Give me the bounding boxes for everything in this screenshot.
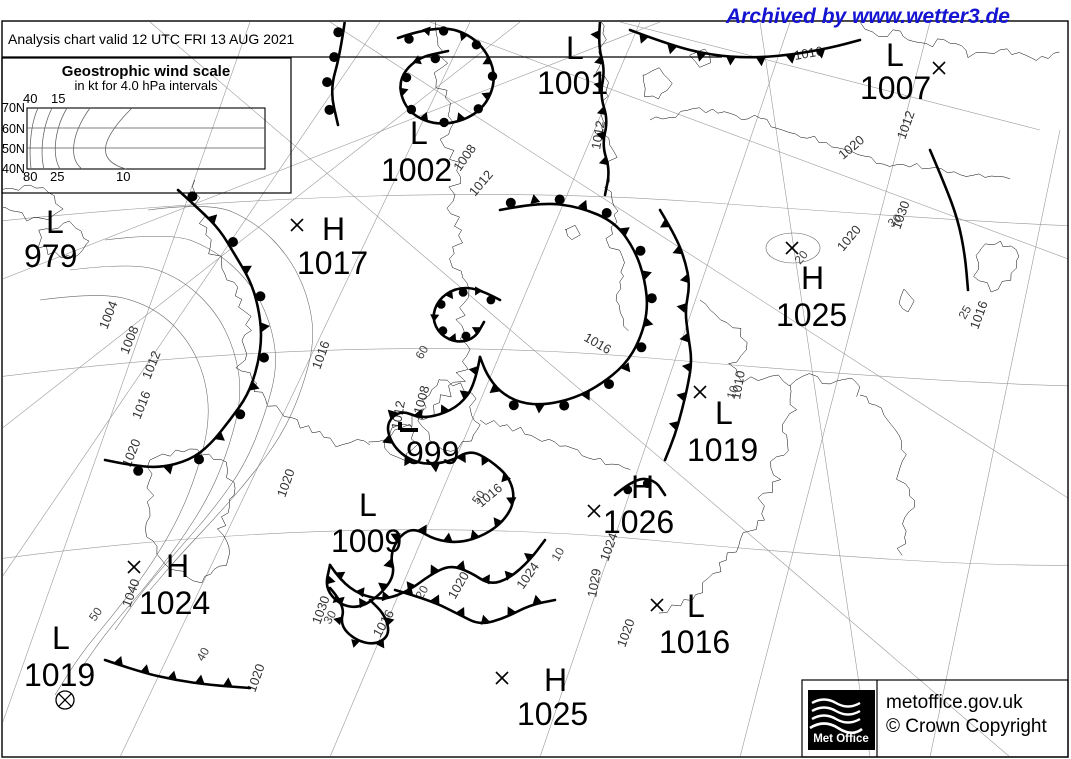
svg-text:1017: 1017 (297, 245, 368, 281)
svg-text:1025: 1025 (776, 297, 847, 333)
svg-text:L: L (566, 30, 584, 66)
svg-text:70N: 70N (2, 101, 25, 115)
svg-text:in kt for 4.0 hPa intervals: in kt for 4.0 hPa intervals (74, 78, 218, 93)
svg-text:1002: 1002 (381, 152, 452, 188)
svg-text:H: H (322, 211, 345, 247)
svg-text:L: L (886, 37, 904, 73)
svg-text:1007: 1007 (860, 70, 931, 106)
svg-text:15: 15 (51, 91, 65, 106)
svg-text:H: H (544, 662, 567, 698)
svg-text:25: 25 (50, 169, 64, 184)
svg-text:50N: 50N (2, 142, 25, 156)
svg-text:999: 999 (406, 435, 459, 471)
svg-text:H: H (166, 548, 189, 584)
svg-text:40N: 40N (2, 162, 25, 176)
svg-text:Met Office: Met Office (813, 733, 869, 745)
svg-text:L: L (687, 588, 705, 624)
svg-text:L: L (52, 620, 70, 656)
svg-text:40: 40 (23, 91, 37, 106)
svg-text:60N: 60N (2, 122, 25, 136)
svg-text:Analysis chart valid 12 UTC F: Analysis chart valid 12 UTC FRI 13 AUG 2… (8, 31, 295, 47)
svg-text:H: H (801, 260, 824, 296)
svg-text:80: 80 (23, 169, 37, 184)
svg-text:10: 10 (116, 169, 130, 184)
svg-text:979: 979 (24, 238, 77, 274)
svg-text:metoffice.gov.uk: metoffice.gov.uk (886, 692, 1023, 713)
svg-text:© Crown Copyright: © Crown Copyright (886, 716, 1047, 737)
svg-text:1026: 1026 (603, 504, 674, 540)
svg-text:1019: 1019 (24, 657, 95, 693)
svg-text:1024: 1024 (139, 585, 210, 621)
svg-text:1025: 1025 (517, 696, 588, 732)
svg-text:1009: 1009 (331, 523, 402, 559)
svg-text:Archived by www.wetter3.de: Archived by www.wetter3.de (725, 5, 1010, 28)
svg-text:L: L (715, 395, 733, 431)
svg-text:L: L (410, 115, 428, 151)
svg-text:1001: 1001 (537, 65, 608, 101)
svg-text:L: L (359, 487, 377, 523)
svg-text:1019: 1019 (687, 432, 758, 468)
svg-text:L: L (46, 204, 64, 240)
svg-text:H: H (631, 469, 654, 505)
svg-text:1016: 1016 (659, 624, 730, 660)
